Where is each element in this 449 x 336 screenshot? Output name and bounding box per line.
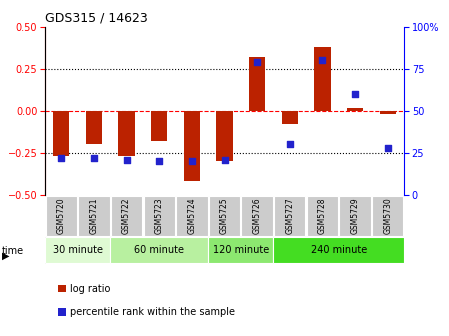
Bar (347, 108, 363, 111)
Point (254, 59, 261, 65)
Text: GSM5725: GSM5725 (220, 198, 229, 234)
Point (319, 58, 326, 63)
Bar (216, 111, 233, 161)
Bar (53, 111, 70, 156)
Text: GSM5720: GSM5720 (57, 198, 66, 234)
Point (57, 155, 65, 161)
Bar (249, 57, 265, 111)
Bar (144, 196, 175, 236)
Bar (111, 196, 142, 236)
Bar (379, 111, 396, 114)
Bar (78, 196, 110, 236)
Text: 60 minute: 60 minute (134, 245, 184, 255)
Text: GSM5729: GSM5729 (351, 198, 360, 234)
Bar (282, 111, 298, 124)
Text: GSM5724: GSM5724 (187, 198, 196, 234)
Bar (151, 111, 167, 141)
Bar (372, 196, 404, 236)
Bar (208, 238, 273, 263)
Bar (307, 196, 338, 236)
Bar (273, 238, 404, 263)
Point (188, 159, 195, 164)
Point (221, 157, 228, 162)
Text: GDS315 / 14623: GDS315 / 14623 (45, 11, 148, 24)
Bar (339, 196, 371, 236)
Text: ▶: ▶ (2, 251, 10, 261)
Text: GSM5727: GSM5727 (285, 198, 294, 234)
Bar (184, 111, 200, 181)
Text: 120 minute: 120 minute (213, 245, 269, 255)
Bar (86, 111, 102, 144)
Text: GSM5721: GSM5721 (89, 198, 98, 234)
Bar (119, 111, 135, 156)
Point (352, 91, 359, 97)
Point (286, 142, 293, 147)
Point (123, 157, 130, 162)
Bar (45, 196, 77, 236)
Text: 30 minute: 30 minute (53, 245, 102, 255)
Bar (176, 196, 207, 236)
Text: GSM5722: GSM5722 (122, 198, 131, 234)
Point (156, 159, 163, 164)
Bar (242, 196, 273, 236)
Bar (274, 196, 305, 236)
Point (384, 145, 392, 151)
Text: log ratio: log ratio (70, 284, 110, 294)
Bar (314, 47, 330, 111)
Text: 240 minute: 240 minute (311, 245, 367, 255)
Text: GSM5728: GSM5728 (318, 198, 327, 234)
Point (90, 155, 97, 161)
Bar (110, 238, 208, 263)
Bar (209, 196, 240, 236)
Text: GSM5723: GSM5723 (155, 198, 164, 234)
Bar (45, 238, 110, 263)
Text: GSM5730: GSM5730 (383, 198, 392, 234)
Text: percentile rank within the sample: percentile rank within the sample (70, 307, 235, 317)
Text: GSM5726: GSM5726 (253, 198, 262, 234)
Text: time: time (2, 246, 24, 256)
